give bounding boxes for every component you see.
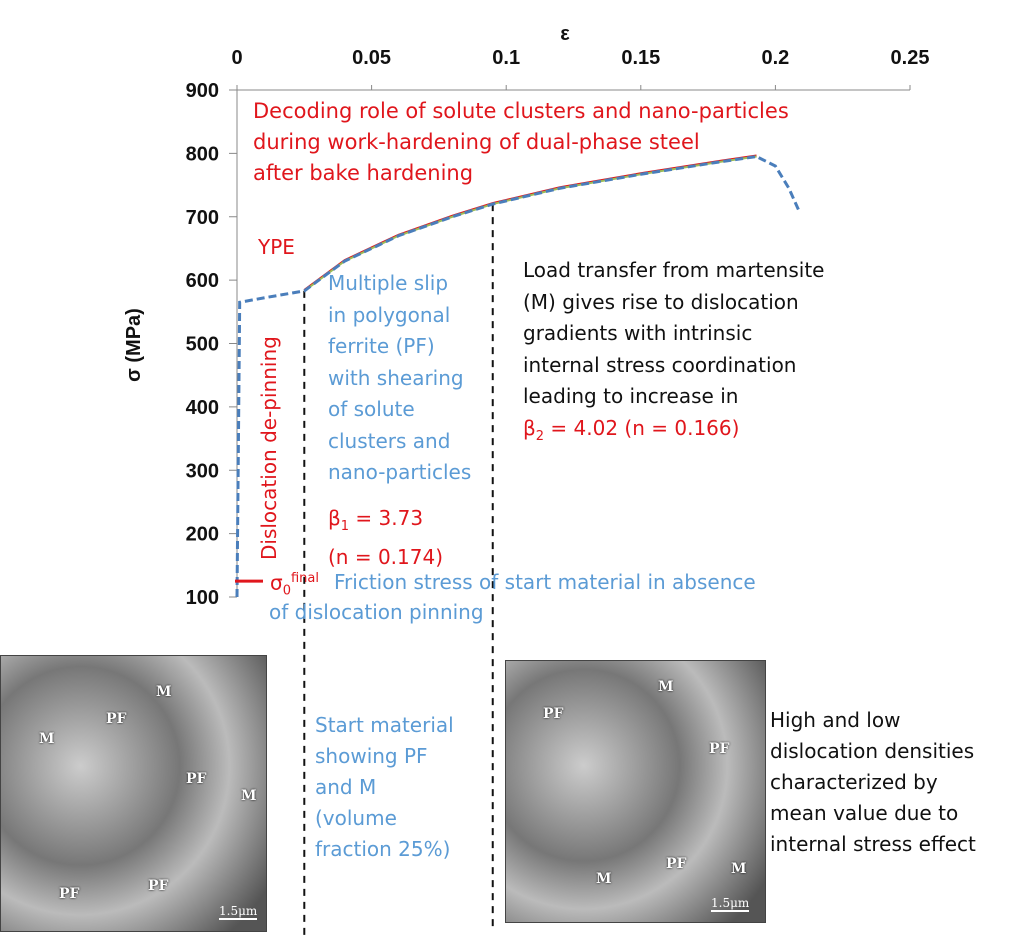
y-tick-label: 500 [186, 334, 219, 356]
y-tick-label: 100 [186, 587, 219, 609]
start-material-label: Start material showing PF and M (volume frac… [315, 713, 454, 861]
x-tick-label: 0.05 [352, 47, 391, 69]
x-tick-label: 0.15 [621, 47, 660, 69]
dislocation-density-label: High and low dislocation densities charact… [770, 708, 976, 856]
y-tick-label: 900 [186, 80, 219, 102]
micrograph-deformed: M PF PF PF M M 1.5μm [505, 660, 766, 923]
stage1-label: Multiple slip in polygonal ferrite (PF) wit… [328, 271, 472, 484]
y-tick-label: 200 [186, 524, 219, 546]
sigma0-label: σ0final [270, 570, 319, 599]
y-tick-label: 700 [186, 207, 219, 229]
micrograph-start-material: M PF M PF M PF PF 1.5μm [0, 655, 267, 932]
friction-label: Friction stress of start material in abs… [269, 570, 756, 624]
y-tick-label: 300 [186, 460, 219, 482]
y-axis-title: σ (MPa) [123, 308, 145, 382]
x-tick-label: 0 [231, 47, 242, 69]
stage2-label: Load transfer from martensite (M) gives r… [523, 258, 825, 444]
stress-strain-curve [235, 154, 801, 598]
x-axis-title: ε [560, 23, 570, 45]
ype-label: YPE [258, 235, 295, 259]
x-tick-label: 0.25 [891, 47, 930, 69]
y-tick-label: 600 [186, 270, 219, 292]
y-tick-label: 400 [186, 397, 219, 419]
x-tick-label: 0.2 [761, 47, 789, 69]
depinning-label: Dislocation de-pinning [257, 336, 281, 560]
chart-annotation-title: Decoding role of solute clusters and nan… [253, 99, 789, 185]
beta1-label: β1 = 3.73 (n = 0.174) [328, 506, 444, 569]
y-tick-label: 800 [186, 143, 219, 165]
x-tick-label: 0.1 [492, 47, 520, 69]
